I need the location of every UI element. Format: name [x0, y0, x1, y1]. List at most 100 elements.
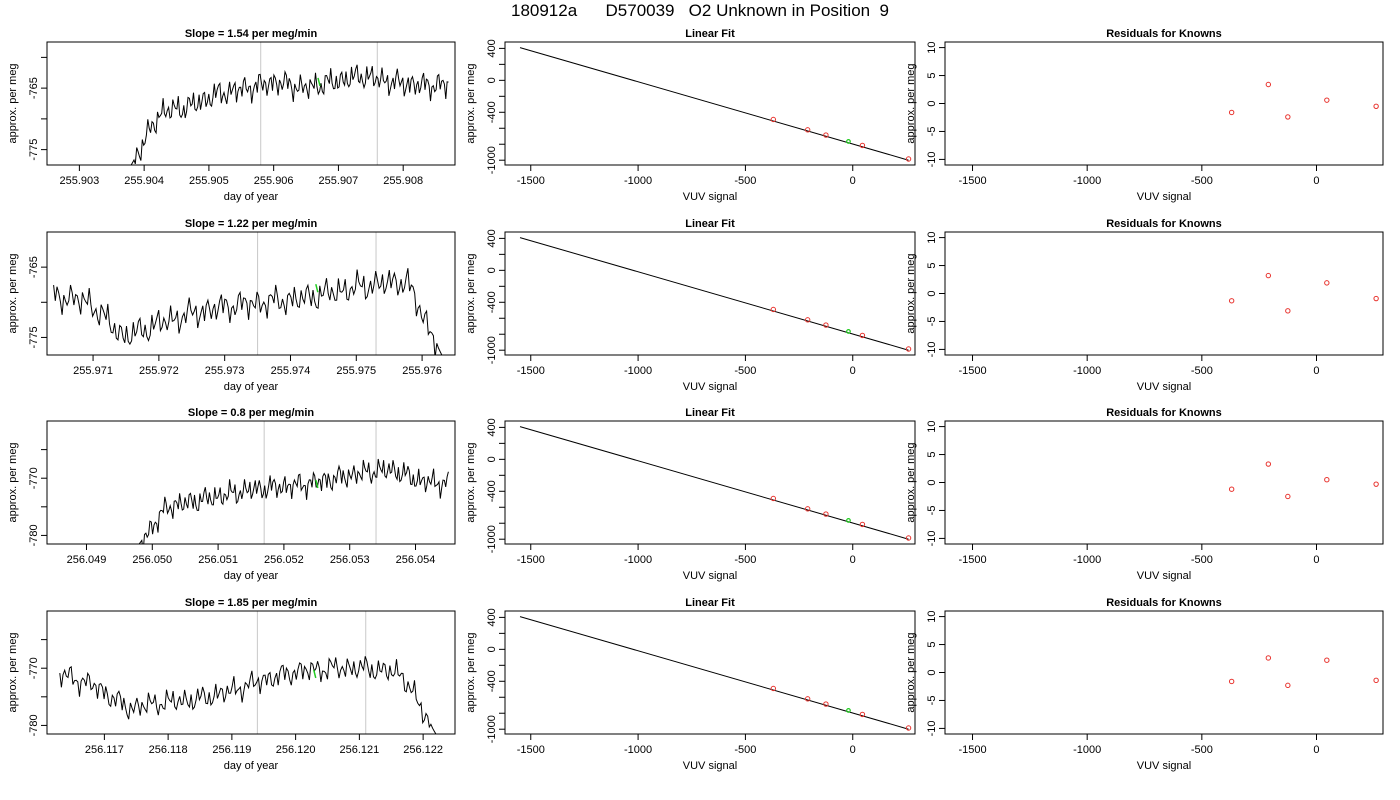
y-tick-label: 10 — [926, 231, 938, 243]
x-tick-label: 0 — [850, 744, 856, 756]
known-point — [859, 711, 866, 718]
plot-frame — [944, 41, 1384, 166]
residual-point — [1285, 682, 1291, 689]
x-tick-label: -500 — [734, 365, 756, 377]
y-axis-label: approx. per meg — [7, 253, 19, 333]
plot-frame — [504, 231, 916, 356]
x-tick-label: 255.904 — [124, 175, 164, 187]
trace-line — [53, 268, 443, 355]
known-point — [905, 346, 912, 352]
panel-residuals-3: Residuals for Knowns -1500 -1000 -500 0 VUV s… — [905, 407, 1384, 582]
residual-point — [1228, 298, 1235, 304]
unknown-marker — [315, 479, 319, 489]
panel-title: Slope = 0.8 per meg/min — [188, 407, 315, 419]
x-axis-label: day of year — [224, 570, 279, 582]
y-axis-label: approx. per meg — [465, 632, 477, 712]
known-point — [905, 156, 912, 162]
fit-line — [519, 426, 909, 540]
x-axis-label: day of year — [224, 191, 279, 203]
y-tick-label: -780 — [28, 524, 40, 546]
y-tick-label: 0 — [926, 290, 938, 296]
panel-title: Linear Fit — [685, 407, 735, 419]
residual-point — [1324, 657, 1330, 663]
known-point — [823, 511, 829, 517]
plot-frame — [944, 231, 1384, 356]
y-tick-label: -1000 — [486, 336, 498, 364]
y-axis-label: approx. per meg — [905, 632, 917, 712]
x-tick-label: 255.903 — [59, 175, 99, 187]
x-tick-label: -1000 — [624, 554, 652, 566]
y-tick-label: -400 — [486, 101, 498, 123]
plot-frame — [46, 231, 456, 356]
y-tick-label: -775 — [28, 326, 40, 348]
known-point — [905, 725, 912, 731]
fit-line — [519, 47, 909, 161]
y-tick-label: -10 — [926, 530, 938, 546]
known-point — [859, 142, 866, 149]
panel-title: Slope = 1.54 per meg/min — [185, 28, 318, 40]
unknown-marker — [317, 77, 321, 87]
residual-point — [1265, 655, 1272, 661]
known-point — [804, 506, 811, 512]
page-title: 180912a D570039 O2 Unknown in Position 9 — [510, 1, 890, 20]
y-tick-label: -1000 — [486, 146, 498, 174]
y-tick-label: -5 — [926, 127, 938, 137]
y-tick-label: -5 — [926, 317, 938, 327]
x-axis-label: VUV signal — [683, 760, 737, 772]
unknown-point — [846, 139, 851, 144]
known-point — [823, 322, 829, 328]
x-tick-label: 255.972 — [139, 365, 179, 377]
y-tick-label: -1000 — [486, 525, 498, 553]
known-point — [770, 306, 777, 313]
y-axis-label: approx. per meg — [905, 442, 917, 522]
plot-area — [1228, 655, 1379, 689]
residual-point — [1265, 461, 1272, 467]
y-tick-label: 0 — [486, 456, 498, 462]
panel-title: Residuals for Knowns — [1106, 218, 1222, 230]
known-point — [859, 521, 866, 528]
unknown-point — [846, 518, 851, 523]
y-tick-label: 0 — [486, 267, 498, 273]
panel-title: Residuals for Knowns — [1106, 28, 1222, 40]
y-axis-label: approx. per meg — [7, 442, 19, 522]
x-tick-label: -500 — [1191, 554, 1213, 566]
x-axis-label: VUV signal — [1137, 381, 1191, 393]
x-tick-label: -500 — [1191, 744, 1213, 756]
residual-point — [1285, 308, 1291, 314]
x-tick-label: 0 — [850, 554, 856, 566]
known-point — [804, 696, 811, 702]
x-axis-label: VUV signal — [1137, 760, 1191, 772]
x-tick-label: -1500 — [517, 175, 545, 187]
y-tick-label: -765 — [28, 77, 40, 99]
x-tick-label: -1500 — [517, 744, 545, 756]
panel-time-series-2: Slope = 1.22 per meg/min 255.971 255.972 25… — [7, 218, 456, 393]
x-tick-label: -1500 — [958, 554, 986, 566]
x-tick-label: 256.122 — [403, 744, 443, 756]
y-axis-label: approx. per meg — [905, 63, 917, 143]
panel-title: Residuals for Knowns — [1106, 407, 1222, 419]
x-axis-label: day of year — [224, 381, 279, 393]
x-tick-label: 255.971 — [73, 365, 113, 377]
residual-point — [1285, 114, 1291, 120]
plot-area — [53, 232, 443, 355]
panel-title: Linear Fit — [685, 597, 735, 609]
residual-point — [1228, 486, 1235, 492]
known-point — [823, 701, 829, 707]
x-tick-label: 256.119 — [212, 744, 251, 756]
x-tick-label: -1000 — [1073, 744, 1101, 756]
panel-linear-fit-2: Linear Fit -1500 -1000 -500 0 VUV signal 400 0 -… — [465, 218, 916, 393]
residual-point — [1324, 97, 1330, 103]
x-tick-label: 255.975 — [336, 365, 376, 377]
y-axis-label: approx. per meg — [905, 253, 917, 333]
x-tick-label: 0 — [1313, 175, 1319, 187]
y-tick-label: 5 — [926, 641, 938, 647]
x-tick-label: 256.117 — [85, 744, 124, 756]
y-tick-label: -1000 — [486, 715, 498, 743]
residual-point — [1373, 481, 1379, 487]
y-tick-label: -10 — [926, 720, 938, 736]
x-tick-label: 255.974 — [271, 365, 311, 377]
panel-title: Slope = 1.22 per meg/min — [185, 218, 318, 230]
x-tick-label: -1500 — [517, 554, 545, 566]
y-axis-label: approx. per meg — [7, 63, 19, 143]
panel-title: Residuals for Knowns — [1106, 597, 1222, 609]
